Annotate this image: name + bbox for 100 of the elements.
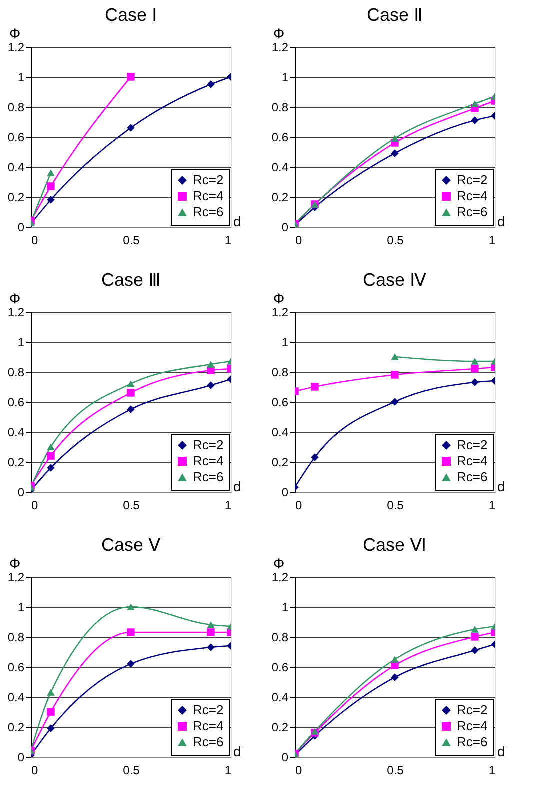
y-tick-label: 0.8	[8, 366, 25, 380]
point	[207, 622, 215, 628]
chart-title: Case Ⅰ	[104, 5, 158, 25]
point	[207, 361, 215, 368]
point	[47, 464, 55, 472]
point	[47, 452, 55, 460]
y-tick-label: 1	[282, 600, 289, 614]
x-tick-label: 0.5	[387, 764, 404, 778]
legend-label: Rc=4	[193, 188, 224, 204]
y-axis-title: Φ	[10, 556, 21, 572]
chart-title: Case Ⅲ	[101, 270, 161, 290]
legend-label: Rc=6	[457, 734, 488, 750]
point	[471, 626, 479, 633]
y-tick-label: 0.6	[272, 130, 289, 144]
x-tick-label: 1	[488, 764, 496, 778]
point	[471, 365, 479, 373]
point	[47, 182, 55, 190]
y-tick-label: 0.6	[272, 660, 289, 674]
point	[391, 674, 399, 682]
y-tick-label: 1.2	[8, 40, 25, 54]
legend-label: Rc=2	[193, 172, 224, 188]
x-tick-label: 1	[224, 234, 232, 248]
x-tick-label: 1	[488, 498, 496, 512]
x-tick-label: 0	[296, 234, 302, 248]
y-tick-label: 0.2	[272, 456, 289, 470]
y-tick-label: 1.2	[272, 40, 289, 54]
point	[207, 80, 215, 88]
y-tick-label: 0	[18, 750, 25, 764]
point	[311, 454, 319, 462]
legend-label: Rc=4	[193, 454, 224, 468]
chart-title: Case Ⅳ	[362, 270, 428, 290]
y-tick-label: 1	[18, 336, 25, 350]
point	[207, 628, 215, 636]
y-tick-label: 0.4	[272, 690, 289, 704]
x-axis-title: d	[498, 744, 506, 760]
y-axis-title: Φ	[274, 556, 285, 572]
x-tick-label: 0	[32, 764, 38, 778]
point	[391, 135, 399, 142]
x-tick-label: 0.5	[123, 764, 140, 778]
y-tick-label: 0.2	[8, 456, 25, 470]
y-tick-label: 0	[282, 486, 289, 500]
point	[127, 380, 135, 388]
y-tick-label: 0	[18, 220, 25, 234]
y-tick-label: 1.2	[8, 306, 25, 320]
y-tick-label: 0.6	[8, 660, 25, 674]
point	[127, 604, 135, 610]
legend-label: Rc=2	[193, 438, 224, 452]
y-tick-label: 1	[18, 600, 25, 614]
legend-label: Rc=2	[457, 702, 488, 718]
y-tick-label: 0.4	[8, 690, 25, 704]
legend-label: Rc=4	[457, 188, 488, 204]
y-tick-label: 0.6	[8, 396, 25, 410]
x-axis-title: d	[234, 214, 242, 230]
y-tick-label: 1	[18, 70, 25, 84]
point	[391, 354, 399, 360]
point	[471, 633, 479, 641]
y-tick-label: 0	[18, 486, 25, 500]
legend-label: Rc=6	[457, 204, 488, 220]
y-tick-label: 0.4	[272, 426, 289, 440]
y-tick-label: 0.2	[272, 720, 289, 734]
x-tick-label: 0.5	[387, 234, 404, 248]
legend-label: Rc=2	[457, 438, 488, 452]
point	[391, 656, 399, 663]
x-axis-title: d	[234, 478, 242, 494]
legend-label: Rc=4	[457, 454, 488, 468]
point	[471, 646, 479, 654]
y-axis-title: Φ	[274, 26, 285, 42]
point	[127, 389, 135, 397]
point	[127, 406, 135, 414]
y-axis-title: Φ	[10, 26, 21, 42]
chart-title: Case Ⅴ	[101, 535, 162, 555]
x-tick-label: 1	[224, 498, 232, 512]
x-tick-label: 0	[296, 764, 302, 778]
y-tick-label: 1	[282, 336, 289, 350]
x-tick-label: 0	[32, 234, 38, 248]
x-tick-label: 0	[296, 498, 302, 512]
legend-label: Rc=6	[457, 470, 488, 484]
y-tick-label: 0.4	[8, 426, 25, 440]
point	[391, 371, 399, 379]
x-tick-label: 0.5	[387, 498, 404, 512]
point	[391, 398, 399, 406]
legend-label: Rc=6	[193, 204, 224, 220]
point	[127, 124, 135, 132]
point	[47, 689, 55, 696]
point	[471, 100, 479, 108]
y-tick-label: 0.4	[8, 160, 25, 174]
legend-label: Rc=6	[193, 734, 224, 750]
y-tick-label: 0.2	[8, 190, 25, 204]
y-tick-label: 0.4	[272, 160, 289, 174]
point	[47, 196, 55, 204]
y-tick-label: 0.8	[8, 630, 25, 644]
point	[471, 358, 479, 365]
y-axis-title: Φ	[274, 290, 285, 306]
y-tick-label: 0.6	[272, 396, 289, 410]
point	[391, 150, 399, 158]
y-tick-label: 1.2	[8, 570, 25, 584]
y-tick-label: 0.8	[272, 630, 289, 644]
y-tick-label: 0.2	[272, 190, 289, 204]
y-tick-label: 0.8	[8, 100, 25, 114]
y-tick-label: 0.6	[8, 130, 25, 144]
